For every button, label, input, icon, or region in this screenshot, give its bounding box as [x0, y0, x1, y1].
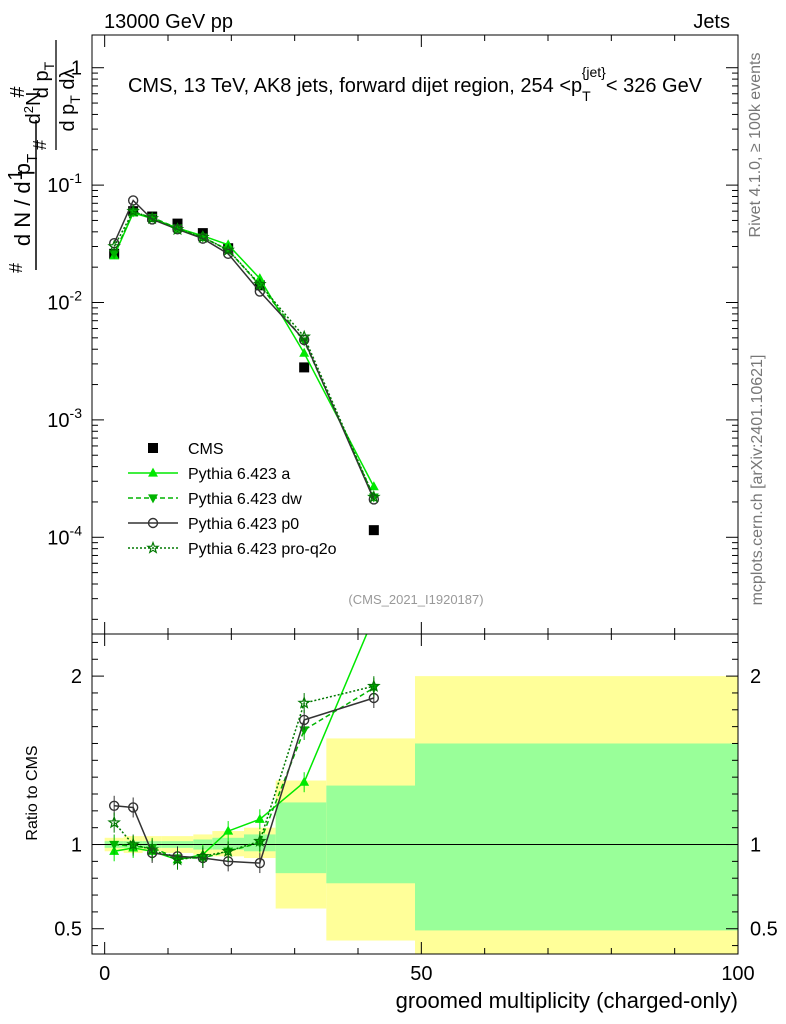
main-point-3-4 [197, 233, 209, 244]
ratio-point-3-0 [107, 815, 121, 829]
xaxis-label: groomed multiplicity (charged-only) [396, 988, 738, 1013]
legend-marker-4 [146, 540, 160, 554]
ratio-band-stat-7 [275, 802, 327, 874]
main-ytick-label: 10-3 [47, 405, 82, 432]
legend-label-3: Pythia 6.423 p0 [188, 516, 299, 533]
ratio-point-3-6 [253, 834, 267, 847]
legend-label-2: Pythia 6.423 dw [188, 491, 302, 508]
ratio-point-3-4 [196, 849, 210, 863]
main-point-0-8 [368, 525, 379, 536]
ratio-series-3 [107, 676, 381, 870]
main-ytick-label: 1 [71, 58, 82, 80]
main-point-3-7 [298, 334, 310, 346]
legend-marker-3 [147, 517, 159, 529]
rivet-version-text: Rivet 4.1.0, ≥ 100k events [747, 53, 764, 238]
legend-label-0: CMS [188, 441, 224, 458]
mcplots-credit-text: mcplots.cern.ch [arXiv:2401.10621] [749, 355, 766, 606]
main-point-2-0 [109, 250, 120, 260]
ratio-point-0-5 [223, 825, 234, 835]
main-point-0-7 [299, 362, 310, 373]
ratio-point-3-7 [297, 696, 311, 709]
ratio-ytick-label-right: 2 [750, 666, 761, 688]
xtick-label: 0 [99, 963, 110, 985]
svg-text:#: # [6, 263, 26, 273]
ratio-point-2-0 [108, 800, 120, 811]
legend: CMS Pythia 6.423 a Pythia 6.423 dw Pythia 6… [128, 441, 337, 558]
ratio-point-2-6 [254, 857, 266, 869]
main-point-1-7 [299, 347, 310, 357]
main-point-3-0 [108, 238, 120, 249]
xtick-label: 50 [410, 963, 432, 985]
svg-text:1: 1 [5, 169, 27, 180]
main-point-4-5 [221, 242, 235, 256]
ratio-point-0-7 [299, 776, 310, 786]
svg-text:d2N: d2N [21, 92, 45, 125]
main-point-4-6 [253, 277, 267, 291]
main-point-4-8 [367, 489, 381, 503]
ratio-point-1-0 [109, 840, 120, 850]
svg-text:d pT: d pT [31, 61, 57, 98]
main-point-4-7 [297, 329, 311, 343]
main-point-4-2 [145, 211, 159, 225]
ratio-ytick-label-right: 1 [750, 835, 761, 857]
ratio-point-2-7 [298, 714, 310, 726]
main-point-4-1 [126, 204, 140, 217]
legend-marker-1 [148, 467, 158, 477]
legend-marker-2 [148, 494, 158, 504]
ratio-ytick-label-right: 0.5 [750, 919, 778, 941]
main-series-line-4 [113, 210, 375, 498]
analysis-id-label: (CMS_2021_I1920187) [348, 592, 483, 607]
legend-label-4: Pythia 6.423 pro-q2o [188, 541, 337, 558]
main-ylabel: d N / d pT # 1 # d pT # d2N d pT dλ [5, 40, 83, 273]
legend-marker-0 [148, 443, 158, 453]
ratio-point-3-3 [170, 852, 185, 866]
ratio-point-0-8 [369, 612, 379, 621]
main-point-0-9 [575, 658, 585, 668]
ratio-ylabel: Ratio to CMS [24, 745, 41, 840]
main-series-line-3 [113, 199, 375, 500]
svg-text:#: # [7, 86, 29, 98]
main-ytick-label: 10-2 [47, 288, 82, 315]
ratio-point-0-6 [254, 813, 265, 823]
ratio-point-3-2 [145, 842, 159, 856]
main-point-3-2 [146, 214, 158, 225]
main-ytick-label: 10-4 [47, 522, 82, 549]
main-series-line-2 [113, 211, 375, 498]
main-point-4-4 [196, 230, 210, 244]
ratio-point-2-1 [127, 802, 139, 813]
ratio-ytick-label: 0.5 [54, 919, 82, 941]
main-series-4 [107, 204, 381, 503]
main-series-3 [108, 195, 380, 505]
ratio-point-3-5 [221, 844, 235, 858]
svg-text:#: # [30, 140, 50, 150]
xtick-label: 100 [721, 963, 754, 985]
main-point-1-8 [368, 481, 379, 491]
ratio-band-stat-9 [415, 743, 738, 931]
ratio-ytick-label: 2 [71, 666, 82, 688]
legend-label-1: Pythia 6.423 a [188, 466, 290, 483]
main-point-4-3 [170, 222, 185, 236]
main-point-4-0 [107, 239, 121, 253]
main-point-3-8 [368, 494, 380, 505]
main-panel: 1 10-1 10-2 10-3 10-4 CMS, 13 TeV, AK8 jets,… [47, 34, 739, 668]
ratio-panel: 2 2 1 1 0.5 0.5 0 50 100 Ratio to CMS groomed mu… [24, 612, 778, 1013]
header-right: Jets [693, 11, 730, 33]
main-ytick-label: 10-1 [47, 170, 82, 197]
main-series-2 [109, 208, 379, 503]
ratio-band-stat-8 [326, 785, 415, 884]
ratio-point-3-1 [126, 837, 140, 851]
ratio-point-3-8 [367, 679, 381, 693]
main-title: CMS, 13 TeV, AK8 jets, forward dijet reg… [128, 64, 703, 104]
header-left: 13000 GeV pp [104, 11, 233, 33]
ratio-ytick-label: 1 [71, 835, 82, 857]
